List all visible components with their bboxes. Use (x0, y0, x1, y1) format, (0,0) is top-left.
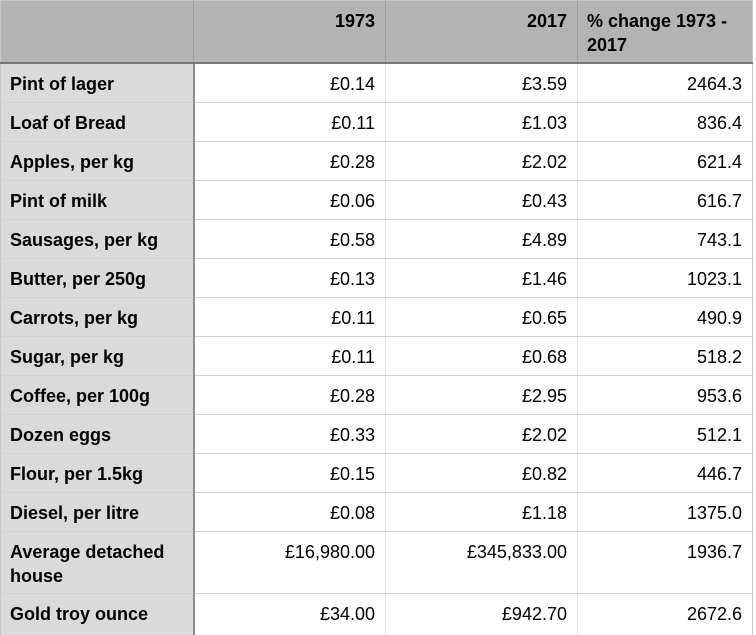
row-item-cell: Flour, per 1.5kg (0, 453, 195, 493)
price-1973-cell: £0.11 (193, 102, 386, 142)
pct-change-cell: 512.1 (577, 414, 753, 454)
pct-change-cell: 621.4 (577, 141, 753, 181)
row-item-cell: Average detached house (0, 531, 195, 594)
table-row: Dozen eggs £0.33 £2.02 512.1 (0, 414, 753, 454)
col-header-item (0, 0, 194, 64)
row-item-cell: Diesel, per litre (0, 492, 195, 532)
pct-change-cell: 2672.6 (577, 593, 753, 635)
table-row: Sugar, per kg £0.11 £0.68 518.2 (0, 336, 753, 376)
price-2017-cell: £4.89 (385, 219, 578, 259)
price-1973-cell: £0.33 (193, 414, 386, 454)
pct-change-cell: 953.6 (577, 375, 753, 415)
price-2017-cell: £2.02 (385, 414, 578, 454)
table-header: 1973 2017 % change 1973 - 2017 (0, 0, 753, 64)
row-item-cell: Pint of lager (0, 63, 195, 103)
price-1973-cell: £34.00 (193, 593, 386, 635)
price-2017-cell: £1.03 (385, 102, 578, 142)
table-row: Average detached house £16,980.00 £345,8… (0, 531, 753, 594)
price-2017-cell: £0.82 (385, 453, 578, 493)
col-header-1973: 1973 (193, 0, 386, 64)
row-item-cell: Carrots, per kg (0, 297, 195, 337)
price-2017-cell: £0.43 (385, 180, 578, 220)
pct-change-cell: 1375.0 (577, 492, 753, 532)
col-header-2017: 2017 (385, 0, 578, 64)
price-2017-cell: £345,833.00 (385, 531, 578, 594)
row-item-cell: Coffee, per 100g (0, 375, 195, 415)
pct-change-cell: 616.7 (577, 180, 753, 220)
pct-change-cell: 1936.7 (577, 531, 753, 594)
price-1973-cell: £0.06 (193, 180, 386, 220)
price-2017-cell: £2.95 (385, 375, 578, 415)
pct-change-cell: 836.4 (577, 102, 753, 142)
price-2017-cell: £1.18 (385, 492, 578, 532)
pct-change-cell: 2464.3 (577, 63, 753, 103)
price-1973-cell: £0.13 (193, 258, 386, 298)
table-row: Pint of milk £0.06 £0.43 616.7 (0, 180, 753, 220)
table-row: Loaf of Bread £0.11 £1.03 836.4 (0, 102, 753, 142)
table-row: Carrots, per kg £0.11 £0.65 490.9 (0, 297, 753, 337)
row-item-cell: Sausages, per kg (0, 219, 195, 259)
table-row: Diesel, per litre £0.08 £1.18 1375.0 (0, 492, 753, 532)
price-1973-cell: £0.58 (193, 219, 386, 259)
price-1973-cell: £0.11 (193, 336, 386, 376)
pct-change-cell: 518.2 (577, 336, 753, 376)
price-2017-cell: £942.70 (385, 593, 578, 635)
table-row: Pint of lager £0.14 £3.59 2464.3 (0, 63, 753, 103)
header-row: 1973 2017 % change 1973 - 2017 (0, 0, 753, 64)
price-1973-cell: £0.28 (193, 141, 386, 181)
table-row: Sausages, per kg £0.58 £4.89 743.1 (0, 219, 753, 259)
row-item-cell: Apples, per kg (0, 141, 195, 181)
table-row: Coffee, per 100g £0.28 £2.95 953.6 (0, 375, 753, 415)
price-1973-cell: £16,980.00 (193, 531, 386, 594)
price-1973-cell: £0.15 (193, 453, 386, 493)
price-1973-cell: £0.28 (193, 375, 386, 415)
pct-change-cell: 446.7 (577, 453, 753, 493)
table-row: Flour, per 1.5kg £0.15 £0.82 446.7 (0, 453, 753, 493)
table-row: Apples, per kg £0.28 £2.02 621.4 (0, 141, 753, 181)
table-row: Gold troy ounce £34.00 £942.70 2672.6 (0, 593, 753, 635)
table-row: Butter, per 250g £0.13 £1.46 1023.1 (0, 258, 753, 298)
pct-change-cell: 1023.1 (577, 258, 753, 298)
price-1973-cell: £0.11 (193, 297, 386, 337)
row-item-cell: Dozen eggs (0, 414, 195, 454)
pct-change-cell: 490.9 (577, 297, 753, 337)
row-item-cell: Butter, per 250g (0, 258, 195, 298)
price-1973-cell: £0.14 (193, 63, 386, 103)
row-item-cell: Gold troy ounce (0, 593, 195, 635)
col-header-pct-change: % change 1973 - 2017 (577, 0, 753, 64)
price-2017-cell: £2.02 (385, 141, 578, 181)
row-item-cell: Loaf of Bread (0, 102, 195, 142)
price-2017-cell: £3.59 (385, 63, 578, 103)
row-item-cell: Sugar, per kg (0, 336, 195, 376)
row-item-cell: Pint of milk (0, 180, 195, 220)
table-body: Pint of lager £0.14 £3.59 2464.3 Loaf of… (0, 63, 753, 635)
pct-change-cell: 743.1 (577, 219, 753, 259)
price-2017-cell: £0.65 (385, 297, 578, 337)
price-2017-cell: £0.68 (385, 336, 578, 376)
price-1973-cell: £0.08 (193, 492, 386, 532)
price-2017-cell: £1.46 (385, 258, 578, 298)
